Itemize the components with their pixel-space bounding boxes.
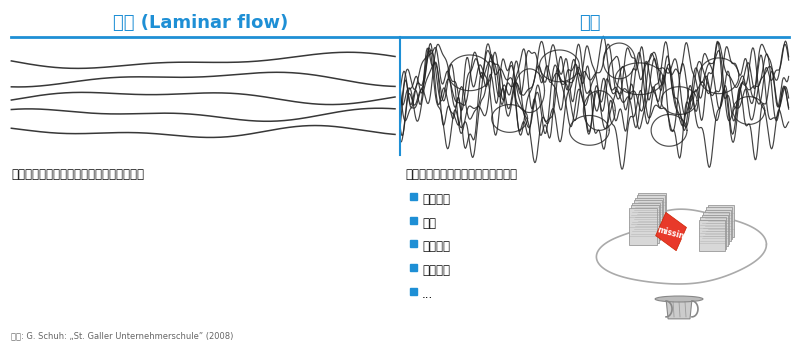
Bar (410, 217, 417, 224)
FancyBboxPatch shape (634, 200, 662, 238)
Bar (410, 264, 417, 271)
FancyBboxPatch shape (637, 195, 665, 233)
Polygon shape (656, 213, 686, 251)
FancyBboxPatch shape (708, 205, 734, 237)
Text: 層流 (Laminar flow): 層流 (Laminar flow) (113, 14, 288, 32)
Bar (410, 288, 417, 295)
Text: 過程重複: 過程重複 (422, 193, 450, 206)
FancyBboxPatch shape (630, 205, 658, 243)
FancyBboxPatch shape (706, 207, 732, 239)
FancyBboxPatch shape (703, 212, 730, 244)
FancyBboxPatch shape (630, 208, 657, 245)
FancyBboxPatch shape (638, 193, 666, 231)
Bar (410, 240, 417, 247)
FancyBboxPatch shape (699, 220, 725, 251)
Text: 心理建設: 心理建設 (422, 240, 450, 253)
Text: 中斷: 中斷 (422, 217, 436, 230)
Polygon shape (666, 299, 692, 319)
Polygon shape (597, 209, 766, 284)
Ellipse shape (655, 296, 703, 302)
Text: missing: missing (656, 225, 690, 242)
Text: 來源: G. Schuh: „St. Galler Unternehmerschule” (2008): 來源: G. Schuh: „St. Galler Unternehmersch… (11, 332, 234, 341)
FancyBboxPatch shape (702, 215, 728, 246)
FancyBboxPatch shape (705, 210, 731, 242)
Text: ...: ... (422, 288, 433, 301)
FancyBboxPatch shape (701, 217, 726, 249)
Text: 媒介干擾: 媒介干擾 (422, 264, 450, 277)
Text: 能量因「亂流」而消散，並轉換成熱: 能量因「亂流」而消散，並轉換成熱 (405, 168, 517, 181)
FancyBboxPatch shape (635, 198, 663, 236)
Text: 能量讓過程流動，而且大部分都被保存下來: 能量讓過程流動，而且大部分都被保存下來 (11, 168, 144, 181)
FancyBboxPatch shape (632, 203, 660, 240)
Bar (410, 193, 417, 200)
Text: 亂流: 亂流 (579, 14, 601, 32)
